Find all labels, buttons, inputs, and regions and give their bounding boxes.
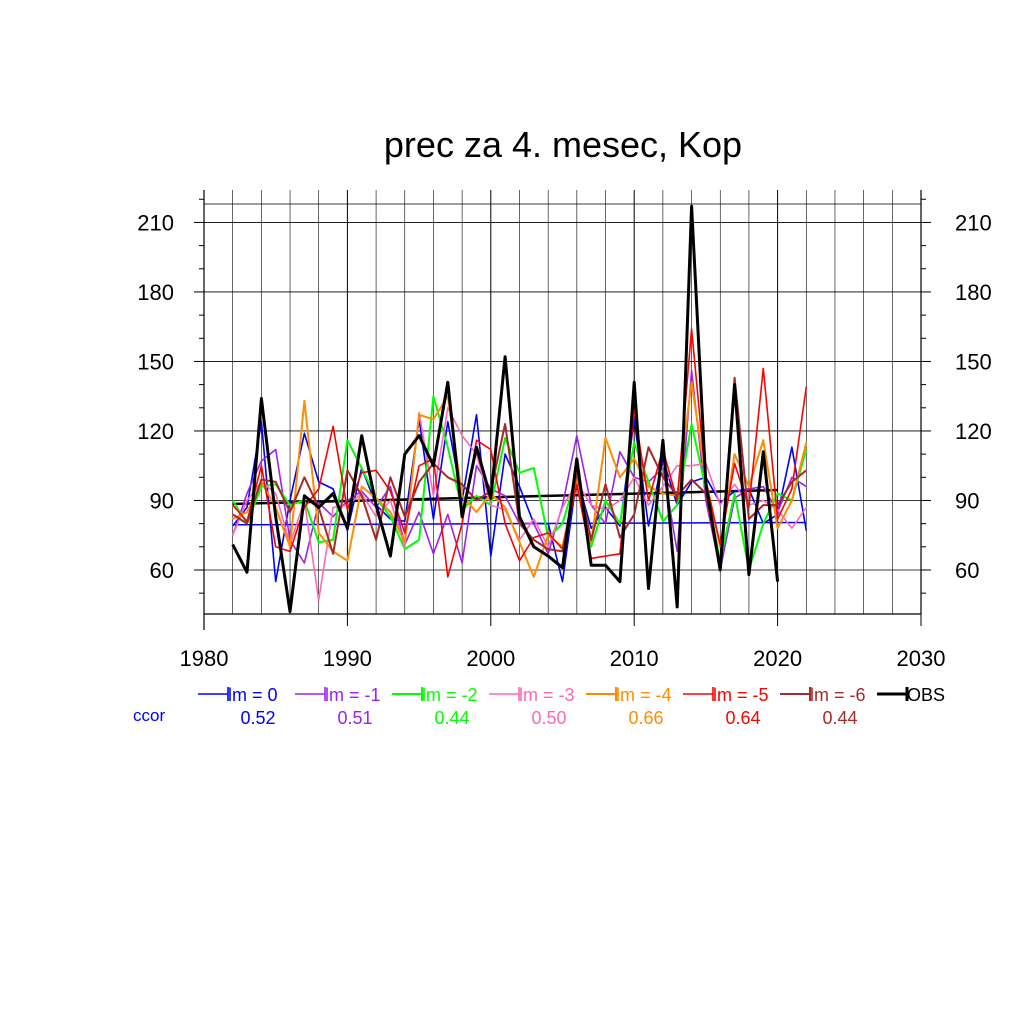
- chart-title: prec za 4. mesec, Kop: [384, 124, 742, 165]
- legend-ccor-value: 0.44: [434, 708, 469, 728]
- x-tick-label: 2000: [466, 646, 515, 671]
- y-tick-label: 210: [137, 210, 174, 235]
- y-tick-label-right: 180: [955, 280, 992, 305]
- series-line-obs: [231, 204, 780, 614]
- y-tick-label: 180: [137, 280, 174, 305]
- series-line-lm-0: [232, 413, 808, 583]
- legend-ccor-value: 0.44: [822, 708, 857, 728]
- x-tick-label: 2020: [753, 646, 802, 671]
- axes: 60 60 90 90 120 120 150 150 180 180 210 210 1980 1990…: [137, 190, 992, 671]
- y-tick-label: 150: [137, 349, 174, 374]
- legend: lm = 0 0.52 lm = -1 0.51 lm = -2 0.44 lm = -3 0…: [198, 685, 945, 728]
- legend-label: OBS: [907, 685, 945, 705]
- ccor-label: ccor: [133, 706, 166, 725]
- x-tick-label: 2010: [610, 646, 659, 671]
- legend-label: lm = -5: [713, 685, 769, 705]
- legend-label: lm = 0: [228, 685, 278, 705]
- legend-ccor-value: 0.50: [531, 708, 566, 728]
- x-tick-label: 2030: [897, 646, 946, 671]
- y-tick-label-right: 210: [955, 210, 992, 235]
- series-lines: [231, 204, 808, 614]
- y-tick-label: 120: [137, 419, 174, 444]
- grid-lines: [203, 190, 922, 614]
- y-tick-label-right: 60: [955, 558, 979, 583]
- y-tick-label-right: 150: [955, 349, 992, 374]
- x-tick-label: 1990: [323, 646, 372, 671]
- legend-label: lm = -6: [810, 685, 866, 705]
- legend-label: lm = -2: [422, 685, 478, 705]
- legend-label: lm = -3: [519, 685, 575, 705]
- legend-label: lm = -1: [325, 685, 381, 705]
- legend-ccor-value: 0.52: [240, 708, 275, 728]
- y-tick-label-right: 120: [955, 419, 992, 444]
- legend-label: lm = -4: [616, 685, 672, 705]
- y-tick-label: 60: [150, 558, 174, 583]
- y-tick-label-right: 90: [955, 488, 979, 513]
- legend-ccor-value: 0.64: [725, 708, 760, 728]
- legend-ccor-value: 0.51: [337, 708, 372, 728]
- x-tick-label: 1980: [180, 646, 229, 671]
- series-line-lm-5: [232, 328, 808, 578]
- legend-ccor-value: 0.66: [628, 708, 663, 728]
- y-tick-label: 90: [150, 488, 174, 513]
